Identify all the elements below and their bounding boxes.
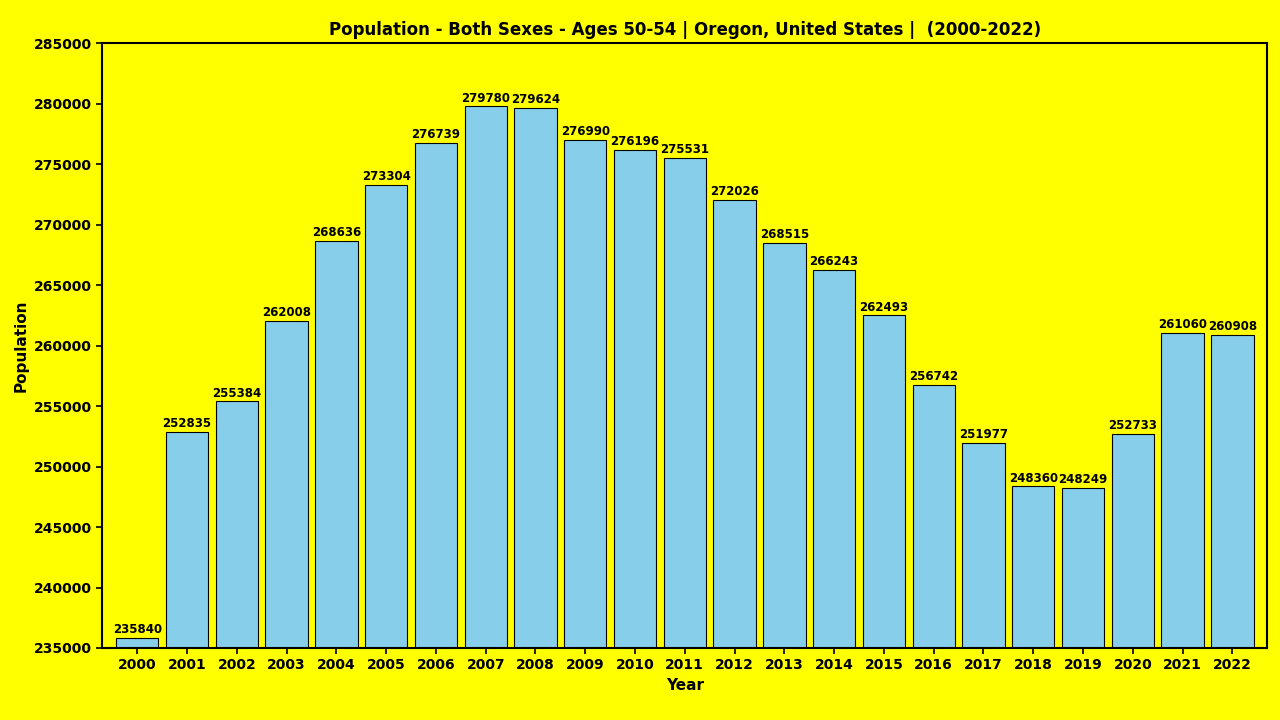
Bar <box>116 638 159 648</box>
Bar <box>1012 487 1055 648</box>
Bar <box>315 241 357 648</box>
Bar <box>614 150 657 648</box>
Text: 248360: 248360 <box>1009 472 1057 485</box>
Text: 266243: 266243 <box>809 256 859 269</box>
Bar <box>713 200 755 648</box>
Text: 268636: 268636 <box>312 226 361 239</box>
Text: 252835: 252835 <box>163 418 211 431</box>
Text: 279780: 279780 <box>461 91 511 104</box>
Bar <box>515 108 557 648</box>
Title: Population - Both Sexes - Ages 50-54 | Oregon, United States |  (2000-2022): Population - Both Sexes - Ages 50-54 | O… <box>329 21 1041 39</box>
Bar <box>863 315 905 648</box>
Bar <box>1161 333 1203 648</box>
Text: 276990: 276990 <box>561 125 609 138</box>
Text: 276196: 276196 <box>611 135 659 148</box>
Bar <box>1062 487 1105 648</box>
Text: 268515: 268515 <box>760 228 809 240</box>
Bar <box>365 184 407 648</box>
Text: 252733: 252733 <box>1108 419 1157 432</box>
Bar <box>465 107 507 648</box>
Text: 279624: 279624 <box>511 94 561 107</box>
Bar <box>265 321 307 648</box>
Text: 260908: 260908 <box>1208 320 1257 333</box>
Bar <box>763 243 805 648</box>
X-axis label: Year: Year <box>666 678 704 693</box>
Bar <box>564 140 607 648</box>
Text: 261060: 261060 <box>1158 318 1207 331</box>
Bar <box>415 143 457 648</box>
Text: 276739: 276739 <box>411 128 461 141</box>
Text: 272026: 272026 <box>710 185 759 198</box>
Bar <box>215 402 259 648</box>
Bar <box>813 270 855 648</box>
Y-axis label: Population: Population <box>13 300 28 392</box>
Text: 248249: 248249 <box>1059 473 1107 486</box>
Text: 275531: 275531 <box>660 143 709 156</box>
Text: 262493: 262493 <box>859 301 909 314</box>
Bar <box>913 385 955 648</box>
Bar <box>663 158 707 648</box>
Bar <box>166 432 209 648</box>
Bar <box>1211 335 1253 648</box>
Text: 235840: 235840 <box>113 623 161 636</box>
Text: 273304: 273304 <box>362 170 411 183</box>
Text: 256742: 256742 <box>909 370 959 383</box>
Bar <box>963 443 1005 648</box>
Text: 255384: 255384 <box>212 387 261 400</box>
Bar <box>1111 433 1155 648</box>
Text: 262008: 262008 <box>262 307 311 320</box>
Text: 251977: 251977 <box>959 428 1007 441</box>
